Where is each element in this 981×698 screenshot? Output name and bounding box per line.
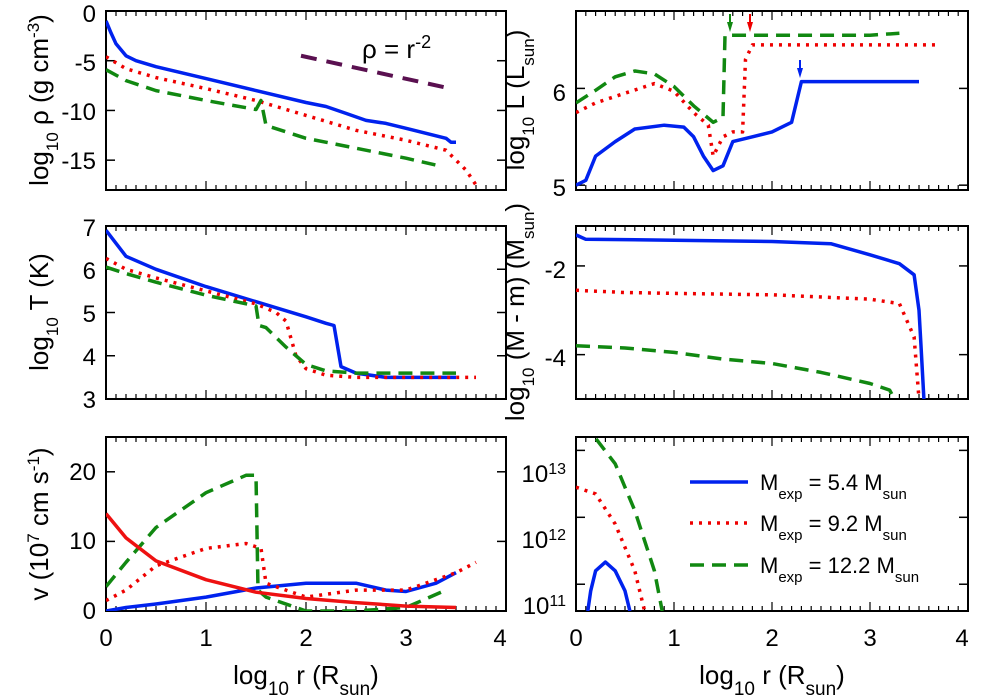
x-tick-label: 2 xyxy=(765,625,778,652)
series-group xyxy=(576,437,664,611)
series-line-temp-1 xyxy=(106,229,456,380)
y-tick-label: 0 xyxy=(83,598,96,625)
arrow-marker xyxy=(797,68,803,78)
legend-entry-3: Mexp = 12.2 Msun xyxy=(760,553,919,586)
x-tick-label: 1 xyxy=(667,625,680,652)
x-tick-label: 4 xyxy=(493,625,506,652)
y-tick-label: 1011 xyxy=(523,593,566,621)
series-line-flux-1 xyxy=(586,560,632,611)
series-line-mass-2 xyxy=(576,288,921,399)
legend-entry-2: Mexp = 9.2 Msun xyxy=(760,511,907,544)
y-tick-label: 7 xyxy=(83,215,96,242)
series-line-vel-3 xyxy=(106,473,447,611)
series-line-mass-1 xyxy=(576,233,926,399)
y-tick-label: -10 xyxy=(61,99,96,126)
series-group xyxy=(576,233,926,399)
series-line-mass-3 xyxy=(576,344,897,399)
series-line-rho-3 xyxy=(106,68,437,167)
axis-ticks xyxy=(575,226,969,399)
series-group xyxy=(106,20,478,186)
y-tick-label: 1012 xyxy=(522,527,567,555)
x-tick-label: 0 xyxy=(569,625,582,652)
x-axis-label: log10 r (Rsun) xyxy=(699,660,845,698)
y-tick-label: -15 xyxy=(61,148,96,175)
axis-ticks xyxy=(575,11,969,190)
panel-flux: 1011 1012 1013 0 1 2 3 4 log10 r (Rsun) … xyxy=(522,436,969,698)
series-line-flux-3 xyxy=(587,437,664,611)
x-tick-label: 4 xyxy=(955,625,968,652)
panel-velocity: 0 10 20 v (107 cm s-1) 0 1 2 3 4 log10 r… xyxy=(24,436,507,698)
x-tick-label: 2 xyxy=(299,625,312,652)
y-tick-label: 1013 xyxy=(522,461,567,489)
panel-density: 0 -5 -10 -15 log10 ρ (g cm-3) ρ = r-2 xyxy=(24,1,507,191)
y-axis-label: v (107 cm s-1) xyxy=(24,447,55,600)
legend-entry-1: Mexp = 5.4 Msun xyxy=(760,470,907,503)
y-tick-label: -4 xyxy=(545,345,566,372)
series-line-rho-1 xyxy=(106,20,456,145)
axis-ticks xyxy=(575,437,969,611)
series-line-temp-2 xyxy=(106,256,476,380)
plot-frame xyxy=(575,10,969,191)
series-line-rho-2 xyxy=(106,55,478,186)
panel-luminosity: 5 6 log10 L (Lsun) xyxy=(500,10,969,202)
series-line-vel-2 xyxy=(106,541,477,603)
y-tick-label: 3 xyxy=(83,387,96,414)
series-group xyxy=(576,31,939,187)
series-group xyxy=(106,473,477,611)
series-line-vel-1 xyxy=(106,571,457,611)
arrow-marker xyxy=(747,22,753,32)
y-tick-label: -2 xyxy=(545,257,566,284)
panel-temperature: 7 6 5 4 3 log10 T (K) xyxy=(24,215,507,414)
series-line-flux-2 xyxy=(576,485,647,611)
panel-mass: -2 -4 log10 (M - m) (Msun) xyxy=(500,203,969,421)
plot-frame xyxy=(105,10,507,191)
series-line-lum-3 xyxy=(576,31,900,125)
x-axis-label: log10 r (Rsun) xyxy=(233,660,379,698)
x-tick-label: 0 xyxy=(99,625,112,652)
y-tick-label: -5 xyxy=(75,50,96,77)
y-tick-label: 20 xyxy=(69,459,96,486)
series-line-lum-2 xyxy=(576,43,939,158)
y-tick-label: 6 xyxy=(553,80,566,107)
plot-frame xyxy=(575,225,969,400)
y-axis-label: log10 ρ (g cm-3) xyxy=(24,14,62,186)
x-tick-label: 3 xyxy=(399,625,412,652)
series-group xyxy=(106,229,476,380)
arrow-marker xyxy=(727,22,733,32)
series-line-temp-3 xyxy=(106,265,456,375)
y-axis-label: log10 T (K) xyxy=(24,253,62,371)
y-tick-label: 5 xyxy=(553,175,566,202)
x-tick-label: 3 xyxy=(863,625,876,652)
x-tick-label: 1 xyxy=(199,625,212,652)
y-tick-label: 4 xyxy=(83,344,96,371)
y-tick-label: 6 xyxy=(83,258,96,285)
legend: Mexp = 5.4 Msun Mexp = 9.2 Msun Mexp = 1… xyxy=(690,470,919,586)
y-tick-label: 10 xyxy=(69,528,96,555)
y-tick-label: 5 xyxy=(83,301,96,328)
series-line-vel-4 xyxy=(106,512,457,610)
rho-annotation: ρ = r-2 xyxy=(362,32,431,64)
y-tick-label: 0 xyxy=(83,1,96,28)
axis-ticks xyxy=(105,10,507,190)
series-line-lum-1 xyxy=(576,79,919,187)
